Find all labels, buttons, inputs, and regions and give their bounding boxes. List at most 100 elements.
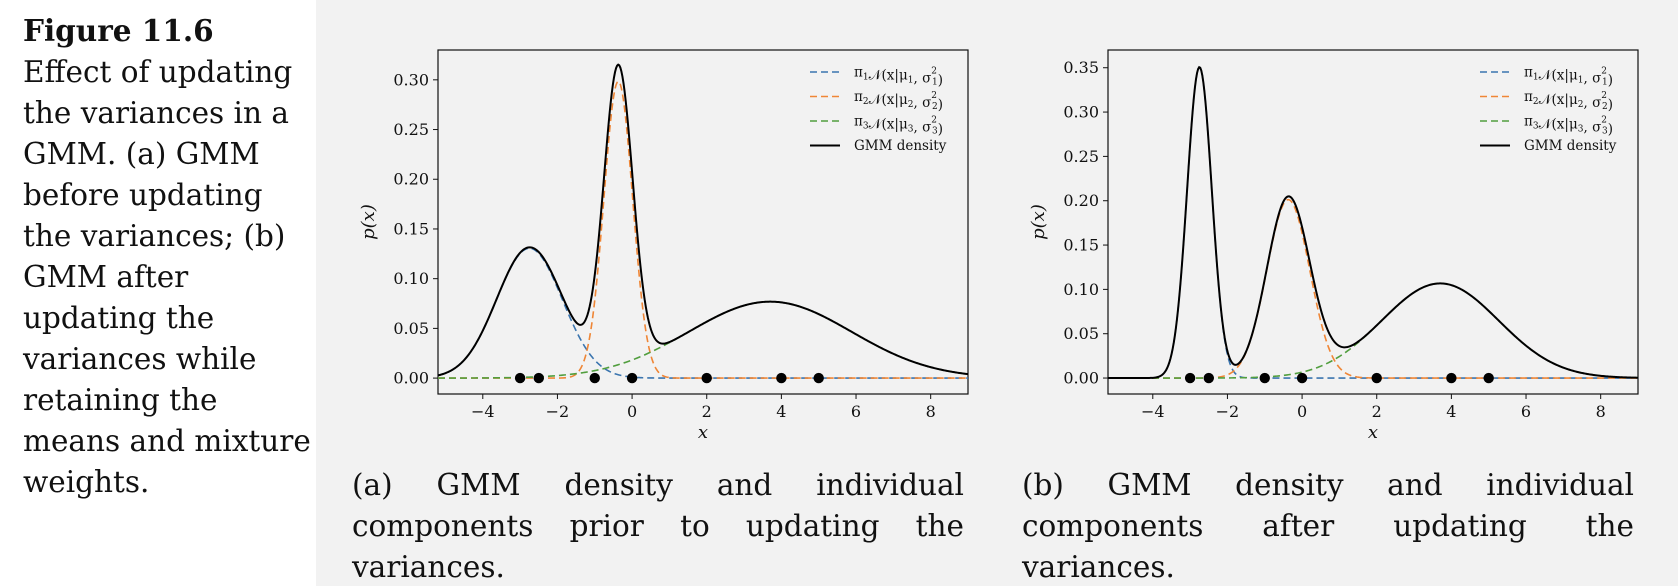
data-point	[1184, 372, 1196, 384]
legend-text-part: )	[1608, 73, 1613, 89]
data-point	[514, 372, 526, 384]
y-tick-label: 0.25	[393, 120, 429, 139]
x-axis-label: x	[1368, 422, 1378, 440]
subcaption-a: (a) GMM density and individual component…	[352, 468, 964, 584]
x-tick-label: −4	[1141, 402, 1165, 421]
component-2-curve	[438, 80, 968, 379]
legend-text-part: 3	[1578, 125, 1584, 135]
legend-text-part: , σ	[1583, 120, 1601, 136]
y-tick-label: 0.05	[393, 319, 429, 338]
figure-caption-text: Effect of updating the variances in a GM…	[23, 55, 311, 499]
legend-text-part: 1	[908, 76, 914, 86]
figure-sidebar: Figure 11.6 Effect of updating the varia…	[0, 0, 316, 586]
legend-text-part: 1	[1578, 76, 1584, 86]
legend-text-part: π	[854, 114, 863, 130]
legend-text-part: )	[1608, 122, 1613, 138]
data-point	[1203, 372, 1214, 384]
axes-frame	[1107, 49, 1639, 395]
legend-text-part: 3	[932, 127, 938, 137]
y-tick-label: 0.25	[1063, 147, 1099, 166]
legend-text-part: , σ	[913, 95, 931, 111]
plot-area	[1108, 65, 1638, 380]
data-point	[1371, 372, 1382, 384]
y-tick-label: 0.20	[1063, 191, 1099, 210]
legend-text-part: )	[1608, 97, 1613, 113]
legend-entry-3: π3𝒩(x|μ3, σ2 3)	[1524, 114, 1613, 138]
legend-text-part: 𝒩(x|μ	[1539, 92, 1578, 108]
data-point	[533, 372, 544, 384]
legend-text-part: )	[938, 122, 943, 138]
y-axis-label: p(x)	[1028, 204, 1049, 240]
legend-entry-gmm: GMM density	[1524, 138, 1617, 154]
x-tick-label: −2	[546, 402, 570, 421]
legend-text-part: 2	[1601, 67, 1607, 77]
legend-text-part: 3	[1533, 122, 1539, 132]
y-tick-label: 0.20	[393, 170, 429, 189]
gmm-density-curve	[1108, 65, 1638, 380]
legend-text-part: )	[938, 97, 943, 113]
component-2-curve	[1108, 198, 1638, 379]
y-tick-label: 0.15	[393, 219, 429, 238]
x-tick-label: 0	[627, 402, 637, 421]
legend-text-part: 𝒩(x|μ	[869, 92, 908, 108]
legend-text-part: 𝒩(x|μ	[1539, 68, 1578, 84]
legend-text-part: 𝒩(x|μ	[1539, 117, 1578, 133]
y-tick-label: 0.10	[393, 269, 429, 288]
legend-entry-2: π2𝒩(x|μ2, σ2 2)	[1524, 89, 1613, 113]
data-point	[1296, 372, 1308, 384]
subcaption-b: (b) GMM density and individual component…	[1022, 468, 1634, 584]
legend-text-part: 3	[908, 125, 914, 135]
y-tick-label: 0.30	[393, 70, 429, 89]
x-tick-label: −4	[471, 402, 495, 421]
x-tick-label: 2	[1372, 402, 1382, 421]
x-tick-label: 4	[1446, 402, 1456, 421]
legend-text-part: 2	[1533, 97, 1539, 107]
y-tick-label: 0.00	[1063, 369, 1099, 388]
legend-text-part: 2	[931, 91, 937, 101]
legend-text-part: 𝒩(x|μ	[869, 68, 908, 84]
data-point	[1259, 372, 1270, 384]
legend-text-part: , σ	[913, 71, 931, 87]
legend-text-part: 1	[1533, 73, 1539, 83]
legend-text-part: , σ	[913, 120, 931, 136]
data-point	[776, 372, 787, 384]
y-tick-label: 0.00	[393, 369, 429, 388]
data-point	[813, 372, 824, 384]
legend-text-part: 𝒩(x|μ	[869, 117, 908, 133]
y-axis-label: p(x)	[358, 204, 379, 240]
figure-caption: Figure 11.6 Effect of updating the varia…	[23, 10, 313, 503]
y-tick-label: 0.05	[1063, 324, 1099, 343]
x-tick-label: 6	[851, 402, 861, 421]
legend-text-part: 1	[1602, 78, 1608, 88]
data-point	[1483, 372, 1494, 384]
component-3-curve	[438, 300, 968, 379]
legend-text-part: 1	[863, 73, 869, 83]
gmm-density-curve	[438, 63, 968, 377]
legend-text-part: 2	[863, 97, 869, 107]
y-tick-label: 0.35	[1063, 58, 1099, 77]
x-tick-label: 8	[926, 402, 936, 421]
x-tick-label: 2	[702, 402, 712, 421]
legend-text-part: )	[938, 73, 943, 89]
x-tick-label: 0	[1297, 402, 1307, 421]
legend-text-part: π	[1524, 114, 1533, 130]
legend-text-part: 2	[1601, 116, 1607, 126]
legend-text-part: 2	[931, 116, 937, 126]
legend-text-part: 2	[1578, 100, 1584, 110]
legend-entry-gmm: GMM density	[854, 138, 947, 154]
x-tick-label: −2	[1216, 402, 1240, 421]
legend-text-part: 3	[863, 122, 869, 132]
legend-entry-1: π1𝒩(x|μ1, σ2 1)	[854, 65, 943, 89]
figure-label: Figure 11.6	[23, 13, 214, 48]
legend-entry-2: π2𝒩(x|μ2, σ2 2)	[854, 89, 943, 113]
figure-panel: −4 −2 0 2 4 6 8 0.00 0.05 0.10 0.15 0.20 0.25 0.30 x p(…	[316, 0, 1678, 586]
legend-text-part: 2	[932, 102, 938, 112]
legend-text-part: π	[854, 65, 863, 81]
legend-text-part: π	[854, 89, 863, 105]
legend-text-part: π	[1524, 65, 1533, 81]
component-1-curve	[1108, 66, 1638, 379]
y-tick-label: 0.10	[1063, 280, 1099, 299]
plot-area	[438, 63, 968, 379]
data-point	[589, 372, 600, 384]
legend-text-part: 2	[908, 100, 914, 110]
